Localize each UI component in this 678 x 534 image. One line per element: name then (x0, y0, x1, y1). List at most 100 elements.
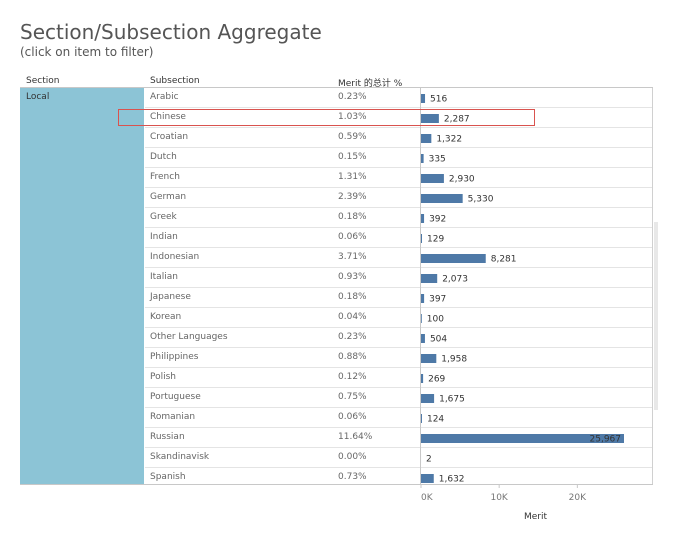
vertical-scrollbar[interactable] (654, 222, 658, 410)
x-tick-label: 0K (421, 493, 434, 503)
bar-value-label: 269 (428, 375, 445, 385)
merit-pct-cell: 0.75% (338, 392, 367, 402)
bar-arabic[interactable] (421, 94, 426, 103)
merit-pct-cell: 0.06% (338, 412, 367, 422)
bar-philippines[interactable] (421, 354, 437, 363)
bar-chinese[interactable] (421, 114, 439, 123)
subsection-cell: Romanian (150, 412, 196, 422)
subsection-cell: Croatian (150, 132, 189, 142)
table-right-border (652, 88, 653, 484)
merit-pct-cell: 1.03% (338, 112, 367, 122)
bar-value-label: 5,330 (468, 195, 494, 205)
header-rule (20, 87, 653, 88)
bar-japanese[interactable] (421, 294, 425, 303)
subsection-cell: French (150, 172, 180, 182)
bar-german[interactable] (421, 194, 463, 203)
subsection-cell: Russian (150, 432, 185, 442)
merit-pct-cell: 0.18% (338, 292, 367, 302)
bar-value-label: 1,322 (436, 135, 462, 145)
merit-pct-cell: 0.93% (338, 272, 367, 282)
x-tick-label: 20K (569, 493, 587, 503)
bar-dutch[interactable] (421, 154, 424, 163)
bar-value-label: 516 (430, 95, 447, 105)
bar-spanish[interactable] (421, 474, 434, 483)
bar-romanian[interactable] (421, 414, 422, 423)
table-row[interactable]: Korean 0.04% (145, 308, 653, 328)
table-row[interactable]: Skandinavisk 0.00% (145, 448, 653, 468)
subsection-cell: Indian (150, 232, 178, 242)
bar-value-label: 1,675 (439, 395, 465, 405)
bar-value-label: 397 (429, 295, 446, 305)
page-subtitle: (click on item to filter) (20, 45, 154, 59)
merit-pct-cell: 1.31% (338, 172, 367, 182)
table-row[interactable]: Spanish 0.73% (145, 468, 653, 484)
bar-value-label: 100 (427, 315, 444, 325)
section-cell-local[interactable] (20, 88, 144, 484)
header-merit-pct: Merit 的总计 % (338, 79, 403, 89)
table-row[interactable]: Japanese 0.18% (145, 288, 653, 308)
bar-indian[interactable] (421, 234, 423, 243)
table-row[interactable]: Philippines 0.88% (145, 348, 653, 368)
bar-value-label: 392 (429, 215, 446, 225)
table-row[interactable]: Greek 0.18% (145, 208, 653, 228)
merit-pct-cell: 0.00% (338, 452, 367, 462)
merit-pct-cell: 0.59% (338, 132, 367, 142)
table-row[interactable]: Croatian 0.59% (145, 128, 653, 148)
table-row[interactable]: Romanian 0.06% (145, 408, 653, 428)
bar-polish[interactable] (421, 374, 424, 383)
subsection-cell: Arabic (150, 92, 179, 102)
subsection-cell: Philippines (150, 352, 199, 362)
subsection-cell: Chinese (150, 112, 186, 122)
table-row[interactable]: Portuguese 0.75% (145, 388, 653, 408)
subsection-table: Arabic 0.23% Chinese 1.03% Croatian 0.59% Dutc… (145, 88, 653, 484)
table-row[interactable]: Indian 0.06% (145, 228, 653, 248)
merit-pct-cell: 11.64% (338, 432, 373, 442)
table-row[interactable]: Other Languages 0.23% (145, 328, 653, 348)
bar-value-label: 2,930 (449, 175, 475, 185)
table-bottom-rule (20, 484, 653, 485)
subsection-cell: Dutch (150, 152, 177, 162)
table-row[interactable]: Indonesian 3.71% (145, 248, 653, 268)
bar-korean[interactable] (421, 314, 422, 323)
bar-croatian[interactable] (421, 134, 432, 143)
merit-pct-cell: 0.04% (338, 312, 367, 322)
bar-italian[interactable] (421, 274, 438, 283)
table-row[interactable]: German 2.39% (145, 188, 653, 208)
merit-pct-cell: 0.73% (338, 472, 367, 482)
table-row[interactable]: French 1.31% (145, 168, 653, 188)
merit-pct-cell: 3.71% (338, 252, 367, 262)
subsection-cell: Japanese (150, 292, 191, 302)
bar-french[interactable] (421, 174, 444, 183)
merit-pct-cell: 0.88% (338, 352, 367, 362)
table-row[interactable]: Dutch 0.15% (145, 148, 653, 168)
subsection-cell: Italian (150, 272, 178, 282)
bar-value-label: 2,287 (444, 115, 470, 125)
bar-other-languages[interactable] (421, 334, 425, 343)
bar-value-label: 1,632 (439, 475, 465, 485)
bar-value-label: 2,073 (442, 275, 468, 285)
bar-portuguese[interactable] (421, 394, 435, 403)
merit-pct-cell: 0.23% (338, 92, 367, 102)
header-subsection: Subsection (150, 76, 200, 86)
page-title: Section/Subsection Aggregate (20, 20, 322, 44)
subsection-cell: Polish (150, 372, 177, 382)
header-section: Section (26, 76, 60, 86)
table-row[interactable]: Polish 0.12% (145, 368, 653, 388)
table-row[interactable]: Russian 11.64% (145, 428, 653, 448)
merit-pct-cell: 0.12% (338, 372, 367, 382)
subsection-cell: Portuguese (150, 392, 201, 402)
table-row[interactable]: Chinese 1.03% (145, 108, 653, 128)
bar-value-label: 129 (427, 235, 444, 245)
bar-greek[interactable] (421, 214, 425, 223)
bar-value-label: 335 (429, 155, 446, 165)
bar-value-label: 1,958 (441, 355, 467, 365)
subsection-cell: Indonesian (150, 252, 200, 262)
x-axis-title: Merit (524, 512, 548, 522)
table-row[interactable]: Italian 0.93% (145, 268, 653, 288)
bar-russian[interactable] (421, 434, 624, 443)
bar-indonesian[interactable] (421, 254, 486, 263)
merit-pct-cell: 2.39% (338, 192, 367, 202)
merit-pct-cell: 0.23% (338, 332, 367, 342)
table-row[interactable]: Arabic 0.23% (145, 88, 653, 108)
